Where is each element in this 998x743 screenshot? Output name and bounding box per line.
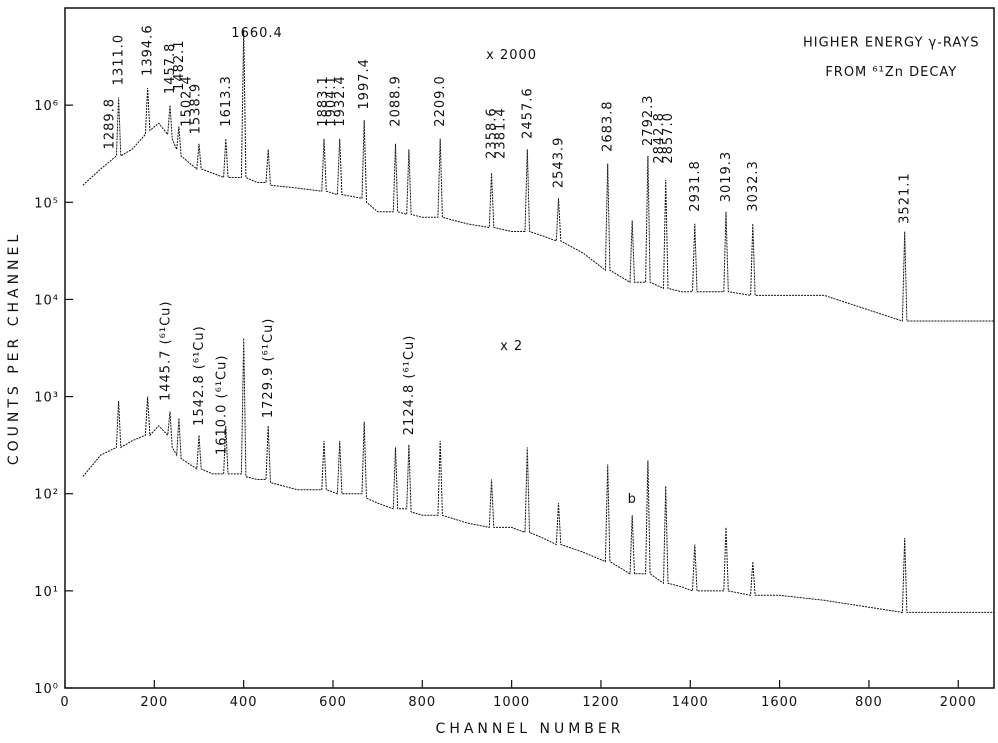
peak-annotation: 2381.4 xyxy=(493,107,508,159)
peak-annotation: 2457.6 xyxy=(520,87,535,139)
peak-annotation: 2358.6 xyxy=(485,107,500,159)
peak-annotation: 2543.9 xyxy=(552,137,567,189)
y-tick-label: 10² xyxy=(34,488,59,503)
peak-annotation: 1904.1 xyxy=(324,75,339,127)
peak-annotation: 1542.8 (⁶¹Cu) xyxy=(192,325,207,426)
peak-annotation: 1445.7 (⁶¹Cu) xyxy=(158,301,173,402)
peak-annotation: 1502.4 xyxy=(179,75,194,127)
peak-annotation: 1613.3 xyxy=(219,75,234,127)
x-tick-label: 800 xyxy=(408,695,436,710)
peak-annotation: 2857.0 xyxy=(661,112,676,164)
peak-annotation: 1482.1 xyxy=(172,39,187,91)
x-tick-label: 200 xyxy=(140,695,168,710)
peak-annotation: x 2000 xyxy=(486,48,537,63)
peak-annotation: 2209.0 xyxy=(433,75,448,127)
peak-annotation: 2683.8 xyxy=(601,100,616,152)
peak-annotation: b xyxy=(628,492,637,507)
x-tick-label: 400 xyxy=(230,695,258,710)
peak-annotation: 1538.9 xyxy=(188,83,203,135)
peak-annotation: 1729.9 (⁶¹Cu) xyxy=(261,318,276,419)
peak-annotation: 2124.8 (⁶¹Cu) xyxy=(402,335,417,436)
peak-annotation: 1311.0 xyxy=(112,34,127,86)
x-tick-label: 0 xyxy=(60,695,69,710)
peak-annotation: 1660.4 xyxy=(231,26,283,41)
peak-annotation: 3019.3 xyxy=(719,151,734,203)
peak-annotation: 1932.4 xyxy=(333,75,348,127)
y-tick-label: 10¹ xyxy=(34,585,59,600)
peak-annotation: 3521.1 xyxy=(898,172,913,224)
peak-annotation: 1997.4 xyxy=(357,58,372,110)
x-tick-label: 2000 xyxy=(940,695,977,710)
peak-annotation: 1457.8 xyxy=(163,43,178,95)
y-tick-label: 10⁶ xyxy=(34,99,59,114)
x-tick-label: 1000 xyxy=(493,695,530,710)
peak-annotation: 1289.8 xyxy=(103,98,118,150)
x-tick-label: 600 xyxy=(319,695,347,710)
x-axis-title: CHANNEL NUMBER xyxy=(436,721,625,737)
peak-annotation: x 2 xyxy=(500,339,523,354)
x-tick-label: 1400 xyxy=(672,695,709,710)
y-tick-label: 10⁴ xyxy=(34,293,59,308)
peak-annotation: HIGHER ENERGY γ-RAYS xyxy=(803,36,980,51)
y-axis-title: COUNTS PER CHANNEL xyxy=(6,231,22,465)
peak-annotation: 2842.8 xyxy=(652,112,667,164)
y-tick-label: 10⁰ xyxy=(34,682,59,697)
peak-annotation: 2931.8 xyxy=(688,160,703,212)
peak-annotation: 2088.9 xyxy=(389,75,404,127)
x-tick-label: 800 xyxy=(855,695,883,710)
peak-annotation: FROM ⁶¹Zn DECAY xyxy=(825,65,957,80)
x-tick-label: 1600 xyxy=(761,695,798,710)
peak-annotation: 1610.0 (⁶¹Cu) xyxy=(214,355,229,456)
peak-annotation: 1394.6 xyxy=(141,24,156,76)
peak-annotation: 3032.3 xyxy=(746,160,761,212)
peak-annotation: 2792.3 xyxy=(641,94,656,146)
spectrum-line xyxy=(82,29,994,322)
spectrum-line xyxy=(82,338,994,613)
peak-annotation: 1883.1 xyxy=(316,75,331,127)
y-tick-label: 10⁵ xyxy=(34,196,59,211)
plot-frame xyxy=(64,7,995,689)
x-tick-label: 1200 xyxy=(582,695,619,710)
y-tick-label: 10³ xyxy=(34,391,59,406)
